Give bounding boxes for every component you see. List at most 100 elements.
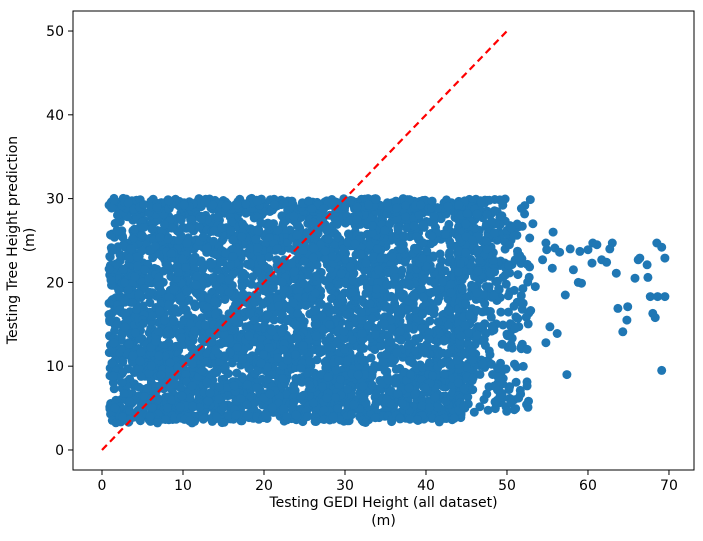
scatter-point bbox=[420, 274, 430, 284]
scatter-point bbox=[120, 296, 130, 306]
scatter-point bbox=[308, 217, 318, 227]
scatter-point bbox=[413, 415, 422, 425]
scatter-point bbox=[283, 355, 292, 365]
scatter-point bbox=[169, 284, 179, 294]
scatter-point bbox=[433, 317, 443, 327]
scatter-point bbox=[356, 355, 366, 365]
scatter-point bbox=[320, 246, 330, 256]
scatter-point bbox=[501, 364, 511, 374]
scatter-point bbox=[489, 291, 499, 301]
axes-spines-layer bbox=[72, 10, 695, 471]
axes-box bbox=[72, 10, 695, 471]
scatter-point bbox=[545, 322, 555, 332]
scatter-point bbox=[431, 286, 441, 295]
scatter-point bbox=[291, 374, 301, 384]
scatter-point bbox=[252, 196, 262, 206]
scatter-point bbox=[372, 244, 382, 254]
scatter-point bbox=[198, 414, 208, 424]
scatter-point bbox=[181, 263, 191, 272]
scatter-point bbox=[156, 286, 166, 296]
scatter-point bbox=[322, 225, 332, 235]
scatter-point bbox=[324, 234, 333, 244]
scatter-point bbox=[605, 244, 615, 254]
scatter-point bbox=[190, 326, 200, 336]
scatter-point bbox=[331, 365, 341, 375]
scatter-point bbox=[120, 308, 130, 318]
scatter-point bbox=[176, 333, 186, 343]
scatter-point bbox=[302, 368, 312, 378]
scatter-point bbox=[389, 265, 399, 275]
scatter-point bbox=[175, 402, 185, 412]
scatter-point bbox=[291, 410, 301, 420]
scatter-point bbox=[136, 347, 146, 357]
scatter-point bbox=[356, 344, 366, 354]
scatter-point bbox=[210, 309, 220, 319]
scatter-point bbox=[277, 327, 287, 337]
scatter-point bbox=[358, 381, 368, 391]
scatter-point bbox=[583, 245, 593, 255]
scatter-point bbox=[461, 299, 471, 309]
scatter-point bbox=[405, 414, 415, 424]
scatter-point bbox=[298, 341, 308, 351]
scatter-point bbox=[383, 375, 393, 385]
scatter-point bbox=[352, 215, 362, 225]
x-tick-label: 50 bbox=[498, 478, 516, 494]
scatter-point bbox=[305, 380, 315, 390]
scatter-point bbox=[367, 221, 377, 231]
scatter-point bbox=[525, 233, 535, 243]
scatter-point bbox=[120, 322, 130, 332]
scatter-point bbox=[392, 203, 402, 213]
scatter-point bbox=[191, 280, 201, 290]
scatter-point bbox=[516, 291, 526, 301]
scatter-point bbox=[160, 220, 169, 230]
scatter-point bbox=[500, 270, 510, 280]
scatter-point bbox=[368, 365, 378, 375]
scatter-point bbox=[231, 300, 240, 310]
scatter-point bbox=[613, 303, 623, 313]
scatter-point bbox=[483, 405, 493, 415]
x-tick-label: 0 bbox=[98, 478, 107, 494]
scatter-point bbox=[164, 196, 174, 206]
scatter-point bbox=[418, 220, 428, 230]
identity-line-layer bbox=[101, 30, 508, 451]
scatter-point bbox=[216, 273, 226, 283]
scatter-point bbox=[242, 380, 252, 390]
scatter-point bbox=[358, 392, 368, 402]
scatter-point bbox=[110, 326, 120, 336]
scatter-point bbox=[311, 271, 321, 281]
scatter-point bbox=[518, 361, 528, 371]
scatter-point bbox=[214, 382, 224, 392]
scatter-point bbox=[265, 389, 275, 399]
scatter-point bbox=[110, 403, 120, 413]
scatter-point bbox=[562, 370, 572, 380]
scatter-point bbox=[304, 196, 313, 206]
scatter-point bbox=[264, 233, 274, 243]
x-tick-label: 20 bbox=[255, 478, 273, 494]
scatter-point bbox=[430, 392, 440, 402]
scatter-point bbox=[253, 322, 263, 332]
scatter-point bbox=[334, 356, 344, 366]
scatter-point bbox=[279, 284, 289, 294]
scatter-point bbox=[135, 416, 145, 426]
scatter-point bbox=[371, 194, 380, 204]
scatter-point bbox=[214, 257, 224, 267]
scatter-point bbox=[290, 320, 300, 330]
x-axis-label-line2: (m) bbox=[371, 513, 396, 529]
y-tick-label: 20 bbox=[46, 275, 64, 291]
scatter-point bbox=[496, 358, 505, 368]
scatter-point bbox=[367, 228, 377, 238]
scatter-point bbox=[482, 244, 492, 254]
scatter-point bbox=[186, 319, 196, 329]
scatter-point bbox=[312, 355, 322, 365]
scatter-point bbox=[382, 280, 391, 290]
scatter-point bbox=[251, 234, 261, 244]
scatter-point bbox=[155, 306, 165, 316]
scatter-point bbox=[482, 237, 492, 246]
scatter-point bbox=[341, 310, 351, 319]
scatter-point bbox=[496, 307, 506, 317]
y-axis-label-line1: Testing Tree Height prediction bbox=[5, 136, 21, 345]
scatter-point bbox=[370, 413, 380, 423]
scatter-point bbox=[220, 363, 230, 373]
scatter-point bbox=[128, 297, 138, 307]
scatter-point bbox=[165, 358, 175, 368]
